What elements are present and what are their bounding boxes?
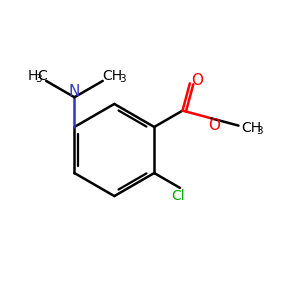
Text: 3: 3 bbox=[119, 74, 126, 84]
Text: O: O bbox=[208, 118, 220, 133]
Text: O: O bbox=[191, 74, 203, 88]
Text: C: C bbox=[37, 69, 46, 83]
Text: 3: 3 bbox=[35, 74, 41, 84]
Text: CH: CH bbox=[103, 69, 123, 83]
Text: N: N bbox=[69, 84, 80, 99]
Text: Cl: Cl bbox=[172, 189, 185, 203]
Text: 3: 3 bbox=[256, 126, 263, 136]
Text: CH: CH bbox=[241, 121, 261, 135]
Text: H: H bbox=[28, 69, 38, 83]
